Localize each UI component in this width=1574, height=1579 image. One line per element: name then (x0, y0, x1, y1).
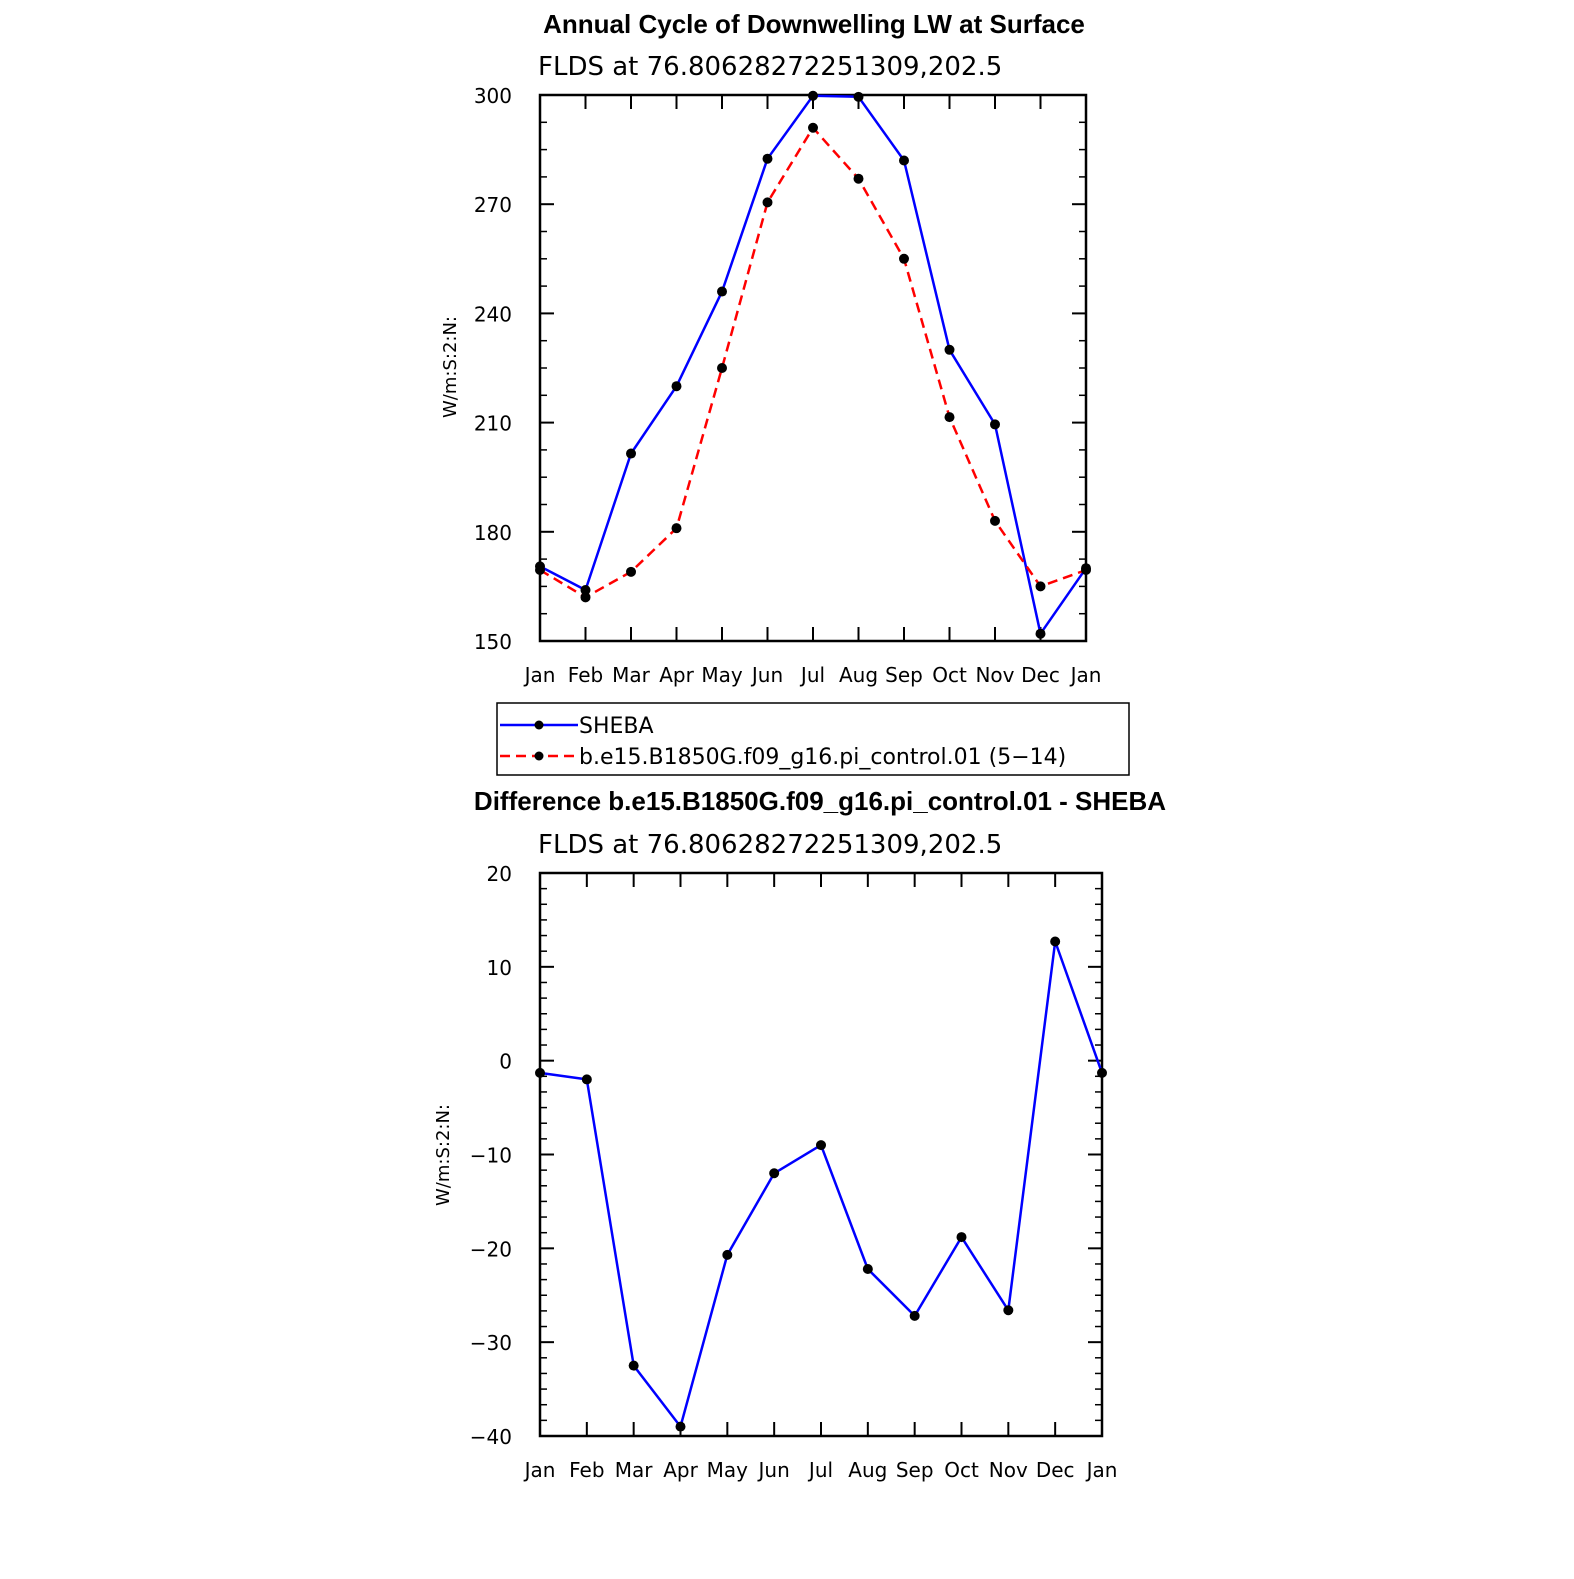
chart-1-title: Annual Cycle of Downwelling LW at Surfac… (543, 9, 1085, 39)
legend-swatch-model-marker (534, 751, 544, 761)
legend-entry-model: b.e15.B1850G.f09_g16.pi_control.01 (5−14… (500, 745, 1066, 770)
chart-1-series-0-point (899, 155, 909, 166)
chart-1-y-tick-label: 180 (474, 521, 512, 545)
chart-2-series-0-point (628, 1360, 639, 1371)
chart-2-series-0-point (909, 1310, 920, 1321)
chart-2-x-tick-label: Feb (569, 1458, 604, 1482)
legend-label-sheba: SHEBA (579, 714, 654, 739)
chart-1-x-tick-label: May (701, 663, 743, 687)
chart-1-y-tick-label: 150 (474, 630, 512, 654)
chart-1-subtitle: FLDS at 76.80628272251309,202.5 (538, 52, 1002, 82)
chart-2-series-0-point (675, 1421, 686, 1432)
chart-2-x-tick-label: Dec (1036, 1458, 1075, 1482)
chart-2-series-0-point (816, 1140, 826, 1151)
chart-2-x-tick-label: Aug (848, 1458, 887, 1482)
chart-1-legend: SHEBA b.e15.B1850G.f09_g16.pi_control.01… (496, 702, 1130, 776)
chart-1-x-tick-label: Aug (839, 663, 878, 687)
chart-1-series-1-point (1081, 565, 1091, 576)
chart-1-series-0-point (853, 91, 864, 102)
chart-1-series-0-point (944, 344, 955, 355)
chart-2-x-tick-label: Jul (807, 1458, 833, 1482)
chart-1-x-tick-label: Mar (612, 663, 651, 687)
chart-1-series-1-point (626, 566, 636, 577)
chart-2-x-tick-label: Jan (1085, 1458, 1118, 1482)
chart-1-series-0-line (539, 94, 1088, 635)
legend-label-model: b.e15.B1850G.f09_g16.pi_control.01 (5−14… (579, 745, 1066, 770)
chart-1-series-1-line (539, 126, 1087, 599)
chart-1-x-tick-label: Sep (885, 663, 923, 687)
chart-1-x-tick-label: Jan (1069, 663, 1102, 687)
chart-1-x-tick-label: Feb (568, 663, 603, 687)
chart-2-x-tick-label: Oct (944, 1458, 979, 1482)
chart-1-series-0-point (1035, 628, 1046, 639)
chart-1-series-0-point (762, 153, 773, 164)
chart-1-y-tick-label: 300 (474, 84, 512, 108)
chart-1-x-tick-label: Jul (799, 663, 825, 687)
chart-1-series-0-point (990, 419, 1000, 430)
legend-entry-sheba: SHEBA (500, 714, 654, 739)
chart-2-y-tick-label: −30 (470, 1331, 512, 1355)
chart-1-series-1-point (853, 173, 864, 184)
chart-1-y-axis-label: W/m:S:2:N: (440, 316, 461, 418)
chart-1-series-0-point (580, 585, 591, 596)
chart-1-series-1-point (1035, 581, 1046, 592)
chart-1-series-1-point (580, 592, 591, 603)
chart-2-series-0-point (581, 1074, 592, 1085)
chart-1-x-tick-label: Nov (975, 663, 1014, 687)
chart-2-series-0-point (1050, 936, 1061, 947)
chart-1-series-1-point (671, 523, 682, 534)
chart-2-series-0-point (956, 1232, 967, 1243)
chart-2-y-tick-label: 20 (487, 862, 512, 886)
chart-2-series-0-point (1097, 1067, 1107, 1078)
chart-2-plot-area: Jan Feb Mar Apr May Jun Jul Aug Sep Oct Nov Dec Jan−… (470, 862, 1118, 1482)
chart-2-x-tick-label: Jun (757, 1458, 790, 1482)
chart-1-x-tick-label: Jan (523, 663, 556, 687)
chart-2-x-tick-label: Mar (615, 1458, 654, 1482)
chart-1-series-0-point (671, 381, 682, 392)
chart-1-x-tick-label: Dec (1021, 663, 1060, 687)
chart-1-y-tick-label: 210 (474, 412, 512, 436)
chart-1-x-tick-label: Apr (659, 663, 694, 687)
chart-2-series-0-point (722, 1249, 733, 1260)
chart-2-series-0-point (769, 1168, 780, 1179)
legend-box (496, 702, 1130, 776)
chart-1-x-tick-label: Jun (750, 663, 783, 687)
chart-1-series-1-point (535, 565, 545, 576)
chart-2-x-tick-label: Jan (523, 1458, 556, 1482)
chart-1-frame (538, 93, 1088, 643)
chart-2-x-tick-label: May (707, 1458, 749, 1482)
chart-1-series-0-point (808, 90, 818, 101)
chart-2-x-tick-label: Apr (663, 1458, 698, 1482)
chart-1-series-1-point (717, 363, 727, 373)
chart-2-y-axis-label: W/m:S:2:N: (433, 1104, 454, 1206)
chart-2-subtitle: FLDS at 76.80628272251309,202.5 (538, 830, 1002, 860)
chart-1-series-0-point (717, 286, 727, 297)
chart-2-y-tick-label: −10 (470, 1144, 512, 1168)
chart-1-series-0-point (626, 448, 636, 459)
chart-2-y-tick-label: −20 (470, 1237, 512, 1261)
chart-2-series-0-line (539, 940, 1104, 1428)
chart-2-series-0-point (535, 1067, 545, 1078)
chart-1-y-tick-label: 270 (474, 193, 512, 217)
chart-2-y-tick-label: 0 (499, 1050, 512, 1074)
chart-1-series-1-point (899, 253, 909, 264)
chart-2-x-tick-label: Sep (896, 1458, 934, 1482)
chart-1-x-tick-label: Oct (932, 663, 967, 687)
chart-2-y-tick-label: −40 (470, 1425, 512, 1449)
chart-2-frame (538, 871, 1104, 1438)
chart-2-title: Difference b.e15.B1850G.f09_g16.pi_contr… (474, 786, 1166, 816)
chart-1-plot-area: Jan Feb Mar Apr May Jun Jul Aug Sep Oct Nov Dec Jan 1… (474, 84, 1102, 687)
chart-2-y-tick-label: 10 (487, 956, 512, 980)
chart-2-series-0-point (1003, 1305, 1014, 1316)
chart-1-series-1-point (762, 197, 773, 208)
chart-2-x-tick-label: Nov (989, 1458, 1028, 1482)
chart-1-series-1-point (990, 515, 1000, 526)
chart-1-series-1-point (808, 122, 818, 133)
chart-1-series-1-point (944, 412, 955, 423)
legend-swatch-sheba-marker (534, 720, 544, 730)
chart-1-y-tick-label: 240 (474, 302, 512, 326)
chart-2-series-0-point (862, 1263, 873, 1274)
